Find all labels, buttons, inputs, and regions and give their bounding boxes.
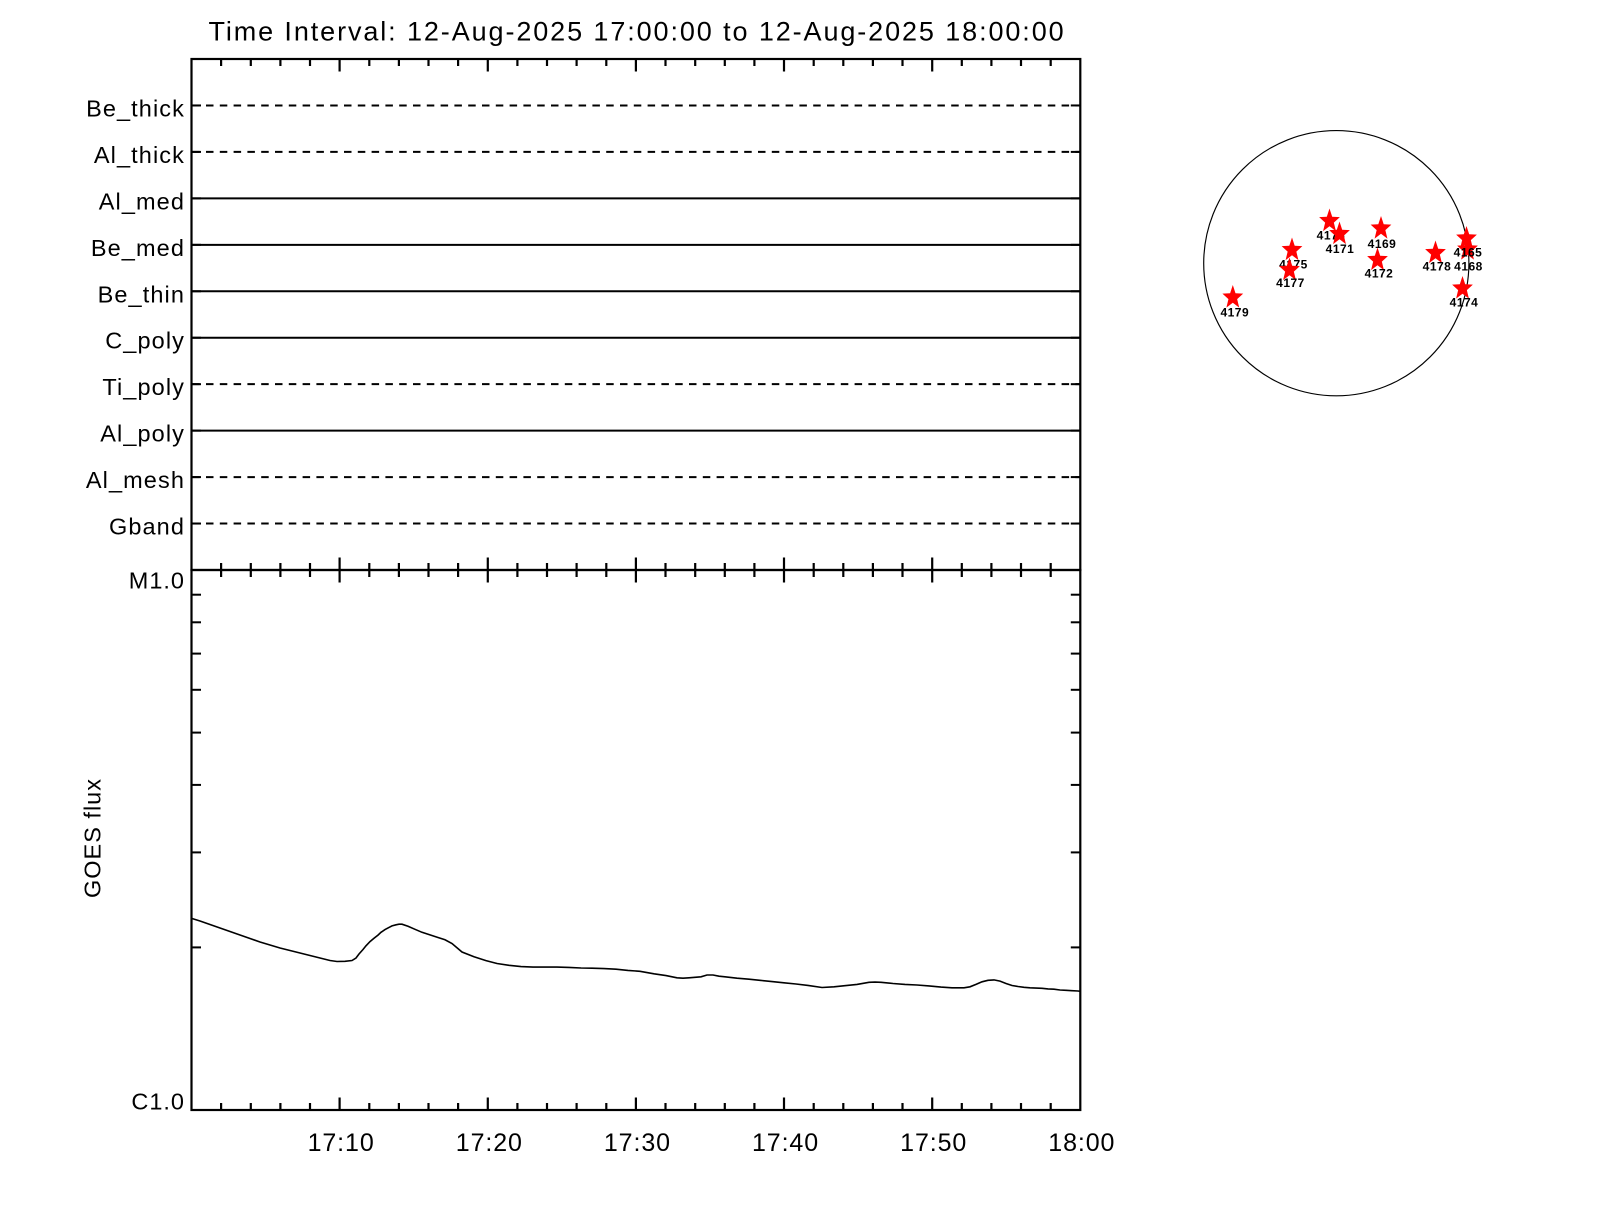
svg-text:4168: 4168 xyxy=(1454,260,1483,274)
svg-text:17:50: 17:50 xyxy=(900,1129,967,1157)
svg-text:4174: 4174 xyxy=(1450,296,1479,310)
svg-text:4179: 4179 xyxy=(1220,306,1249,320)
svg-text:Al_thick: Al_thick xyxy=(94,142,185,168)
svg-text:4165: 4165 xyxy=(1454,246,1483,260)
svg-text:4169: 4169 xyxy=(1368,237,1397,251)
svg-text:4171: 4171 xyxy=(1326,242,1355,256)
svg-text:Al_mesh: Al_mesh xyxy=(86,467,185,493)
svg-text:4178: 4178 xyxy=(1423,260,1452,274)
svg-text:17:20: 17:20 xyxy=(456,1129,523,1157)
svg-text:17:30: 17:30 xyxy=(604,1129,671,1157)
svg-text:Time Interval: 12-Aug-2025 17:: Time Interval: 12-Aug-2025 17:00:00 to 1… xyxy=(208,17,1065,47)
svg-text:Ti_poly: Ti_poly xyxy=(102,374,185,400)
svg-text:Be_thin: Be_thin xyxy=(98,281,185,307)
svg-text:17:40: 17:40 xyxy=(752,1129,819,1157)
svg-text:GOES flux: GOES flux xyxy=(80,778,106,898)
svg-text:C_poly: C_poly xyxy=(105,328,185,354)
svg-text:Be_thick: Be_thick xyxy=(86,96,185,122)
svg-text:M1.0: M1.0 xyxy=(129,568,185,594)
svg-text:4177: 4177 xyxy=(1276,276,1305,290)
svg-text:Be_med: Be_med xyxy=(91,235,185,261)
svg-text:Gband: Gband xyxy=(109,514,185,540)
svg-text:17:10: 17:10 xyxy=(308,1129,375,1157)
svg-text:18:00: 18:00 xyxy=(1048,1129,1115,1157)
svg-text:4172: 4172 xyxy=(1365,267,1394,281)
svg-text:Al_med: Al_med xyxy=(99,188,185,214)
svg-text:Al_poly: Al_poly xyxy=(100,421,185,447)
svg-text:C1.0: C1.0 xyxy=(131,1089,185,1115)
